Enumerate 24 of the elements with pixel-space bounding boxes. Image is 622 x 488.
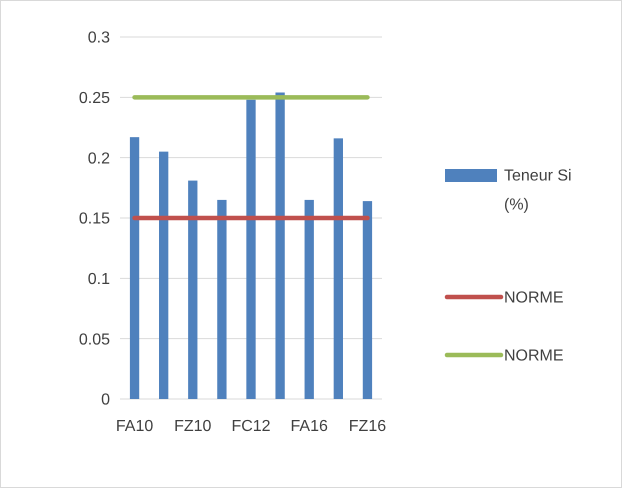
x-tick-label: FA10	[116, 418, 154, 435]
legend-label: NORME	[504, 348, 564, 365]
bar	[246, 100, 256, 399]
y-tick-label: 0.25	[78, 90, 110, 107]
y-tick-label: 0.3	[88, 30, 110, 47]
x-tick-label: FZ16	[348, 418, 386, 435]
bar	[217, 200, 227, 399]
y-tick-label: 0.05	[78, 331, 110, 348]
bar	[159, 152, 168, 399]
x-tick-label: FA16	[290, 418, 328, 435]
bar	[304, 200, 314, 399]
x-tick-label: FZ10	[174, 418, 212, 435]
legend-label: NORME	[504, 290, 564, 307]
bar	[188, 180, 198, 399]
y-tick-label: 0.1	[88, 270, 110, 288]
y-tick-label: 0	[101, 392, 110, 409]
x-tick-label: FC12	[231, 418, 271, 435]
y-tick-label: 0.15	[78, 210, 110, 228]
bar	[362, 201, 372, 399]
legend-label: Teneur Si (%)	[504, 168, 572, 214]
bar	[130, 137, 140, 399]
bar	[334, 138, 343, 399]
bar	[275, 92, 285, 399]
y-tick-label: 0.2	[88, 150, 110, 168]
